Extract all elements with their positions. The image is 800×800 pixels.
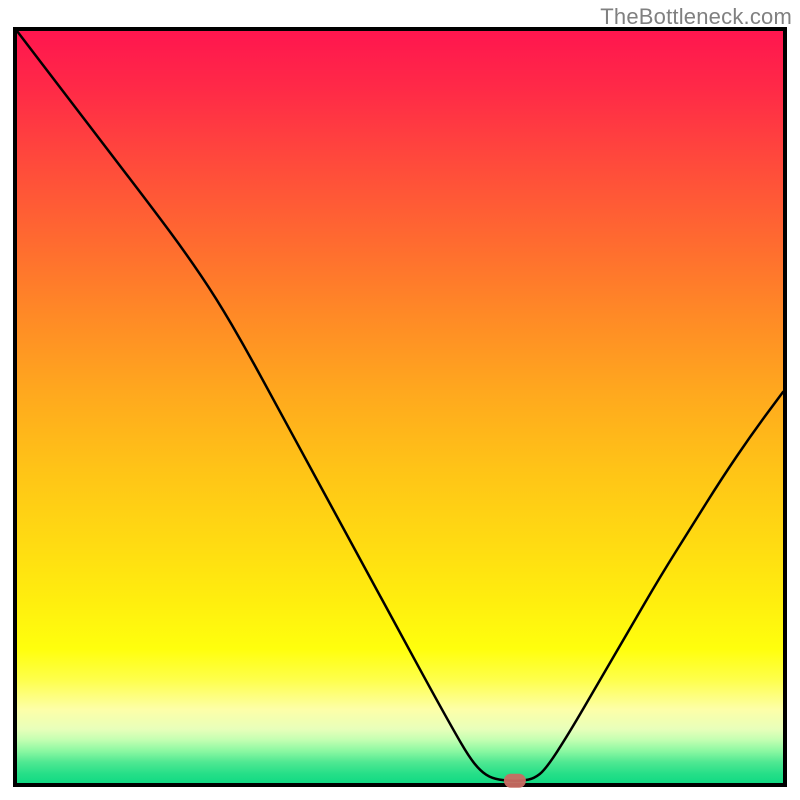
chart-background xyxy=(15,29,785,785)
watermark-text: TheBottleneck.com xyxy=(600,4,792,30)
chart-container: TheBottleneck.com xyxy=(0,0,800,800)
optimal-point-marker xyxy=(504,774,526,788)
bottleneck-chart xyxy=(0,0,800,800)
